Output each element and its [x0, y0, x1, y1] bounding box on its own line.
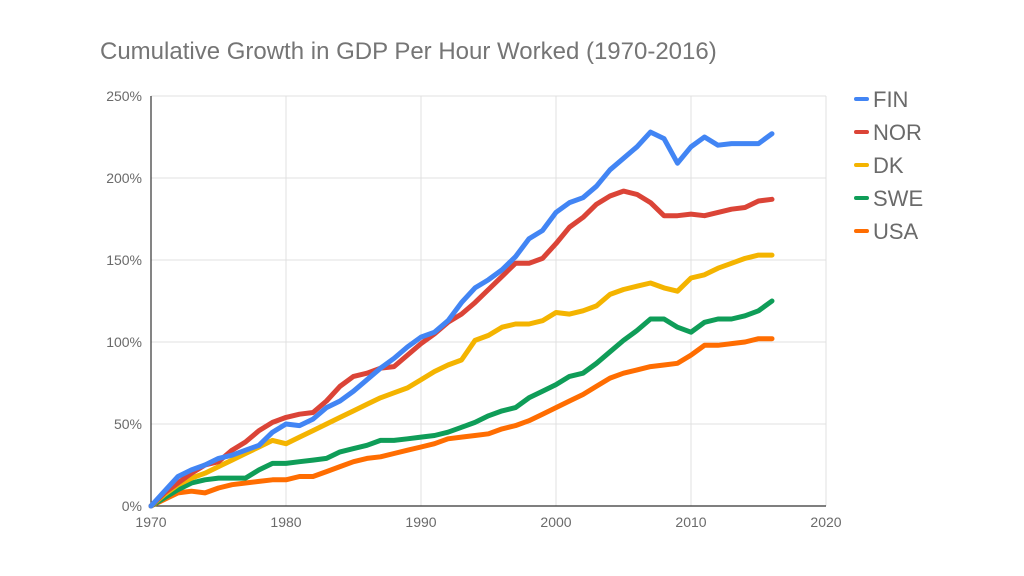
- series-line-swe: [148, 298, 775, 509]
- legend-label-nor: NOR: [873, 120, 922, 145]
- series-line-usa: [148, 336, 775, 509]
- y-tick-label: 200%: [106, 170, 142, 186]
- x-tick-label: 1990: [405, 514, 436, 530]
- series-line-fin: [148, 129, 775, 509]
- legend-label-swe: SWE: [873, 186, 923, 211]
- y-tick-label: 150%: [106, 252, 142, 268]
- legend-label-fin: FIN: [873, 87, 908, 112]
- legend-label-dk: DK: [873, 153, 904, 178]
- x-tick-label: 1980: [270, 514, 301, 530]
- series-line-dk: [148, 252, 775, 509]
- x-tick-label: 1970: [135, 514, 166, 530]
- y-tick-label: 50%: [114, 416, 142, 432]
- legend-label-usa: USA: [873, 219, 919, 244]
- y-tick-label: 0%: [122, 498, 142, 514]
- x-tick-label: 2020: [810, 514, 841, 530]
- x-tick-label: 2000: [540, 514, 571, 530]
- chart-title: Cumulative Growth in GDP Per Hour Worked…: [100, 38, 717, 65]
- y-tick-label: 100%: [106, 334, 142, 350]
- series-line-nor: [148, 188, 775, 509]
- x-tick-label: 2010: [675, 514, 706, 530]
- y-tick-label: 250%: [106, 88, 142, 104]
